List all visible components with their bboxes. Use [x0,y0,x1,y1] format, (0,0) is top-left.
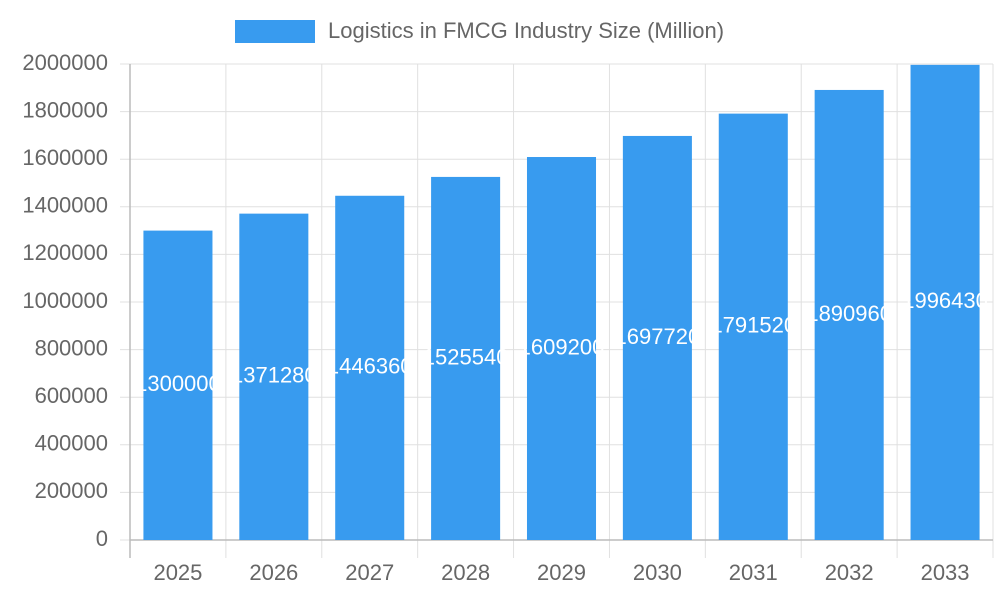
y-tick-label: 1200000 [22,240,108,265]
bar [718,113,788,541]
y-tick-label: 200000 [35,478,108,503]
y-tick-label: 0 [96,526,108,551]
legend-swatch [235,20,315,43]
data-label: 1300000 [135,371,221,396]
x-tick-label: 2029 [537,560,586,585]
data-label: 1697720 [615,324,701,349]
x-tick-label: 2032 [825,560,874,585]
y-tick-label: 800000 [35,335,108,360]
data-label: 1609200 [519,334,605,359]
bar [143,230,213,540]
bar [622,135,692,541]
y-tick-label: 2000000 [22,50,108,75]
data-label: 1996430 [902,288,988,313]
bar [814,89,884,540]
data-label: 1371280 [231,363,317,388]
legend-label: Logistics in FMCG Industry Size (Million… [328,18,724,43]
y-tick-label: 1000000 [22,288,108,313]
x-tick-label: 2026 [249,560,298,585]
y-tick-label: 1400000 [22,193,108,218]
y-tick-label: 600000 [35,383,108,408]
y-tick-label: 1800000 [22,97,108,122]
data-label: 1446360 [327,354,413,379]
bar [526,157,597,540]
bar [431,176,501,540]
x-tick-label: 2030 [633,560,682,585]
x-tick-label: 2033 [921,560,970,585]
data-label: 1525540 [423,344,509,369]
y-tick-label: 1600000 [22,145,108,170]
x-tick-label: 2028 [441,560,490,585]
data-label: 1890960 [806,301,892,326]
y-tick-label: 400000 [35,431,108,456]
bar [910,64,980,540]
bar [335,195,405,540]
bar [239,213,309,540]
x-tick-label: 2025 [153,560,202,585]
x-tick-label: 2027 [345,560,394,585]
x-tick-label: 2031 [729,560,778,585]
data-label: 1791520 [710,313,796,338]
